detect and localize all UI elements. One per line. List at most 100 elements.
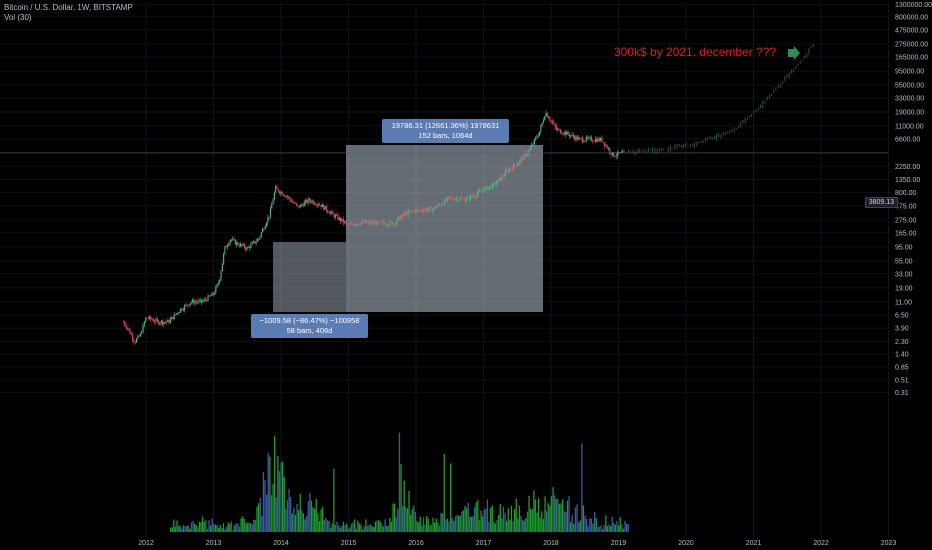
volume-bar bbox=[322, 506, 324, 532]
candle-body bbox=[280, 191, 282, 194]
candle-body bbox=[479, 190, 481, 192]
volume-bar bbox=[522, 519, 524, 532]
volume-bar bbox=[198, 521, 201, 532]
volume-indicator-label[interactable]: Vol (30) bbox=[4, 13, 32, 22]
volume-bar bbox=[478, 520, 481, 532]
candle-body bbox=[420, 209, 422, 211]
y-tick-label: 165.00 bbox=[895, 230, 917, 237]
candle-body bbox=[238, 245, 240, 247]
candle-body bbox=[475, 196, 477, 198]
candle-body bbox=[428, 207, 430, 210]
volume-bar bbox=[394, 503, 396, 532]
volume-bar bbox=[258, 503, 260, 532]
volume-bar bbox=[371, 526, 373, 532]
candle-body bbox=[457, 198, 459, 201]
candle-body bbox=[360, 222, 362, 225]
volume-bar bbox=[373, 527, 375, 532]
candle-body bbox=[523, 154, 525, 160]
volume-bar bbox=[467, 502, 469, 532]
candle-body bbox=[489, 185, 491, 188]
y-tick-label: 0.31 bbox=[895, 390, 909, 397]
candle-body bbox=[463, 198, 465, 202]
candle-body bbox=[288, 196, 290, 198]
candle-body bbox=[409, 210, 411, 212]
y-tick-label: 800.00 bbox=[895, 190, 917, 197]
candle-body bbox=[363, 220, 365, 223]
volume-bar bbox=[296, 503, 298, 532]
candle-body bbox=[511, 169, 513, 170]
measure-down-line2: 58 bars, 406d bbox=[286, 326, 333, 335]
projection-note[interactable]: 300k$ by 2021. december ??? bbox=[614, 45, 777, 59]
candle-body bbox=[344, 221, 346, 223]
candle-body bbox=[271, 204, 273, 209]
volume-bar bbox=[430, 524, 433, 532]
candle-body bbox=[129, 329, 131, 334]
candle-body bbox=[507, 170, 509, 172]
measure-up-box[interactable] bbox=[346, 145, 543, 312]
candle-body bbox=[559, 129, 561, 134]
volume-bar bbox=[586, 518, 588, 532]
candle-body bbox=[338, 217, 340, 220]
candle-body bbox=[520, 157, 522, 160]
candle-body bbox=[526, 153, 528, 156]
candle-body bbox=[423, 210, 425, 212]
candle-body bbox=[154, 321, 156, 323]
volume-bar bbox=[320, 509, 322, 532]
volume-bar bbox=[574, 507, 577, 532]
candle-body bbox=[276, 186, 278, 189]
candle-body bbox=[195, 301, 197, 303]
volume-bar bbox=[210, 525, 212, 532]
volume-bar bbox=[477, 500, 479, 532]
candle-body bbox=[299, 204, 301, 208]
volume-bar bbox=[283, 476, 285, 532]
candle-body bbox=[234, 239, 236, 245]
candle-body bbox=[349, 224, 351, 226]
candle-body bbox=[602, 141, 604, 143]
volume-bar bbox=[510, 505, 513, 532]
candle-body bbox=[600, 137, 602, 141]
candle-body bbox=[502, 175, 504, 177]
volume-bar bbox=[520, 515, 522, 532]
volume-bar bbox=[237, 523, 239, 532]
candle-body bbox=[181, 308, 183, 311]
measure-down-box[interactable] bbox=[273, 242, 346, 312]
candle-body bbox=[448, 196, 450, 198]
candle-body bbox=[293, 202, 295, 204]
volume-bar bbox=[509, 519, 511, 532]
volume-bar bbox=[301, 510, 303, 532]
candle-body bbox=[147, 317, 149, 319]
candle-body bbox=[528, 150, 530, 154]
candle-body bbox=[337, 215, 339, 220]
candle-body bbox=[230, 239, 232, 241]
volume-bar bbox=[318, 521, 321, 532]
candle-body bbox=[185, 304, 187, 306]
volume-bar bbox=[176, 520, 178, 532]
volume-bar bbox=[597, 526, 599, 532]
candle-body bbox=[477, 190, 479, 194]
volume-bar bbox=[285, 509, 287, 532]
candle-body bbox=[403, 213, 405, 215]
volume-bar bbox=[539, 517, 541, 532]
candle-body bbox=[198, 300, 200, 303]
y-tick-label: 0.85 bbox=[895, 364, 909, 371]
candle-body bbox=[541, 122, 543, 127]
candle-body bbox=[424, 209, 426, 211]
candle-body bbox=[319, 204, 321, 206]
volume-bar bbox=[562, 499, 564, 532]
candle-body bbox=[130, 333, 132, 335]
volume-bar bbox=[299, 493, 301, 532]
volume-bar bbox=[608, 524, 610, 532]
volume-bar bbox=[595, 518, 597, 532]
candle-body bbox=[562, 133, 564, 135]
candle-body bbox=[576, 136, 578, 140]
candle-body bbox=[311, 200, 313, 203]
candle-body bbox=[197, 301, 199, 303]
candle-body bbox=[453, 198, 455, 201]
candle-body bbox=[138, 335, 140, 337]
candle-body bbox=[425, 209, 427, 212]
candle-body bbox=[480, 190, 482, 192]
volume-bar bbox=[576, 504, 578, 532]
volume-bar bbox=[584, 515, 586, 532]
volume-bar bbox=[312, 507, 314, 532]
